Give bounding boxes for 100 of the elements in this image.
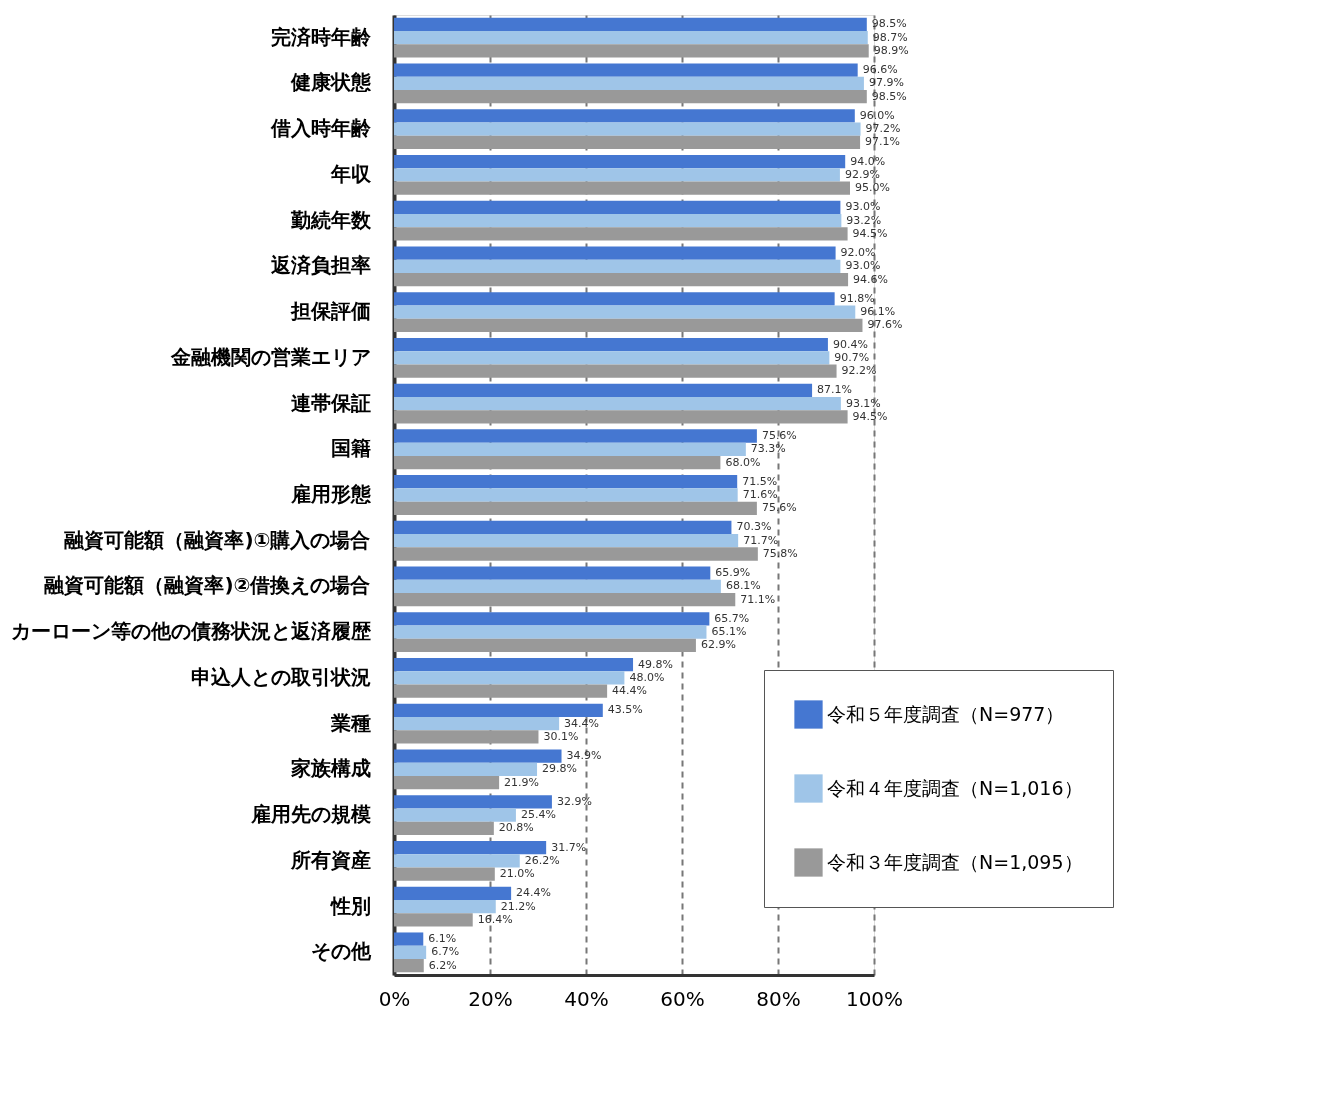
- legend-label: 令和４年度調査（N=1,016）: [827, 776, 1083, 799]
- data-label: 24.4%: [516, 886, 552, 900]
- data-label: 92.9%: [844, 167, 880, 181]
- bar: [394, 762, 538, 777]
- data-label: 98.9%: [873, 43, 909, 57]
- bar: [394, 429, 757, 443]
- data-label: 30.1%: [543, 729, 579, 743]
- data-label: 75.8%: [762, 547, 798, 560]
- y-tick-label: 返済負担率: [269, 253, 371, 278]
- data-label: 21.0%: [499, 867, 535, 881]
- y-tick-label: 健康状態: [289, 70, 372, 95]
- bar: [394, 364, 837, 378]
- bar: [394, 840, 547, 855]
- data-label: 94.6%: [853, 272, 889, 286]
- y-tick-label: 所有資産: [289, 847, 371, 872]
- data-label: 31.7%: [551, 840, 587, 854]
- bar: [394, 442, 746, 456]
- bar: [394, 501, 757, 515]
- data-label: 73.3%: [750, 442, 786, 456]
- data-label: 92.0%: [840, 246, 876, 260]
- y-tick-label: 業種: [329, 710, 371, 735]
- bar: [394, 958, 424, 973]
- legend-label: 令和５年度調査（N=977）: [827, 702, 1065, 725]
- data-label: 49.8%: [638, 657, 673, 671]
- data-label: 94.0%: [850, 154, 886, 168]
- y-tick-label: 雇用先の規模: [249, 802, 371, 827]
- data-label: 6.2%: [428, 958, 457, 972]
- data-label: 97.6%: [867, 318, 903, 332]
- bar: [394, 593, 736, 607]
- data-label: 43.5%: [607, 703, 643, 717]
- data-label: 92.2%: [841, 364, 877, 378]
- bar: [394, 612, 710, 626]
- bar: [394, 135, 861, 150]
- bar: [394, 717, 560, 731]
- data-label: 16.4%: [477, 912, 513, 926]
- x-tick-label: 0%: [378, 986, 411, 1011]
- y-tick-label: その他: [310, 939, 372, 964]
- bar: [394, 200, 841, 214]
- bar: [394, 854, 520, 868]
- data-label: 44.4%: [612, 684, 648, 698]
- bar: [394, 63, 858, 77]
- data-label: 29.8%: [542, 762, 577, 776]
- bar: [394, 292, 835, 306]
- bar: [394, 913, 473, 927]
- y-tick-label: 性別: [328, 893, 371, 918]
- bar: [394, 488, 738, 502]
- bar: [394, 181, 850, 195]
- bar: [394, 259, 841, 273]
- data-label: 75.6%: [761, 501, 797, 515]
- bar: [394, 749, 562, 763]
- data-label: 93.2%: [846, 213, 882, 227]
- bar: [394, 213, 842, 228]
- y-tick-label: 申込人との取引状況: [190, 664, 371, 689]
- bar: [394, 821, 494, 836]
- data-label: 32.9%: [556, 794, 592, 808]
- y-tick-label: 完済時年齢: [270, 24, 372, 49]
- data-label: 48.0%: [629, 670, 665, 684]
- data-label: 71.6%: [742, 488, 778, 501]
- bar: [394, 410, 848, 424]
- data-label: 65.9%: [715, 566, 751, 580]
- data-label: 75.6%: [761, 429, 797, 442]
- bar: [394, 795, 552, 809]
- data-label: 20.8%: [498, 821, 534, 835]
- data-label: 65.7%: [714, 611, 750, 625]
- data-label: 98.7%: [872, 30, 908, 44]
- data-label: 90.4%: [832, 337, 868, 351]
- x-tick-label: 40%: [564, 986, 609, 1011]
- data-label: 93.0%: [845, 259, 881, 273]
- bar: [394, 684, 608, 698]
- y-tick-label: 家族構成: [289, 756, 371, 781]
- bar: [394, 383, 813, 397]
- bar: [394, 638, 696, 653]
- bar: [394, 899, 496, 914]
- data-label: 94.5%: [852, 409, 888, 423]
- data-label: 70.3%: [736, 520, 772, 534]
- data-label: 97.1%: [865, 135, 901, 149]
- bar: [394, 658, 634, 672]
- bar: [394, 44, 869, 58]
- x-tick-label: 60%: [660, 986, 705, 1011]
- data-label: 95.0%: [855, 181, 890, 195]
- data-label: 71.7%: [743, 533, 779, 547]
- bar: [394, 945, 427, 959]
- bar: [394, 17, 867, 32]
- bar: [394, 808, 516, 822]
- bar: [394, 396, 841, 411]
- bar: [394, 566, 711, 580]
- bar: [394, 520, 732, 535]
- y-tick-label: 借入時年齢: [269, 116, 372, 141]
- data-label: 96.1%: [860, 305, 896, 319]
- y-tick-label: カーローン等の他の債務状況と返済履歴: [10, 619, 371, 644]
- bar: [394, 305, 856, 319]
- bar: [394, 76, 864, 91]
- data-label: 21.2%: [500, 899, 536, 913]
- bar: [394, 703, 603, 718]
- bar: [394, 625, 707, 639]
- bar: [394, 534, 739, 548]
- bar: [394, 932, 424, 946]
- data-label: 6.7%: [431, 945, 460, 959]
- bar: [394, 776, 500, 790]
- data-label: 25.4%: [520, 808, 556, 822]
